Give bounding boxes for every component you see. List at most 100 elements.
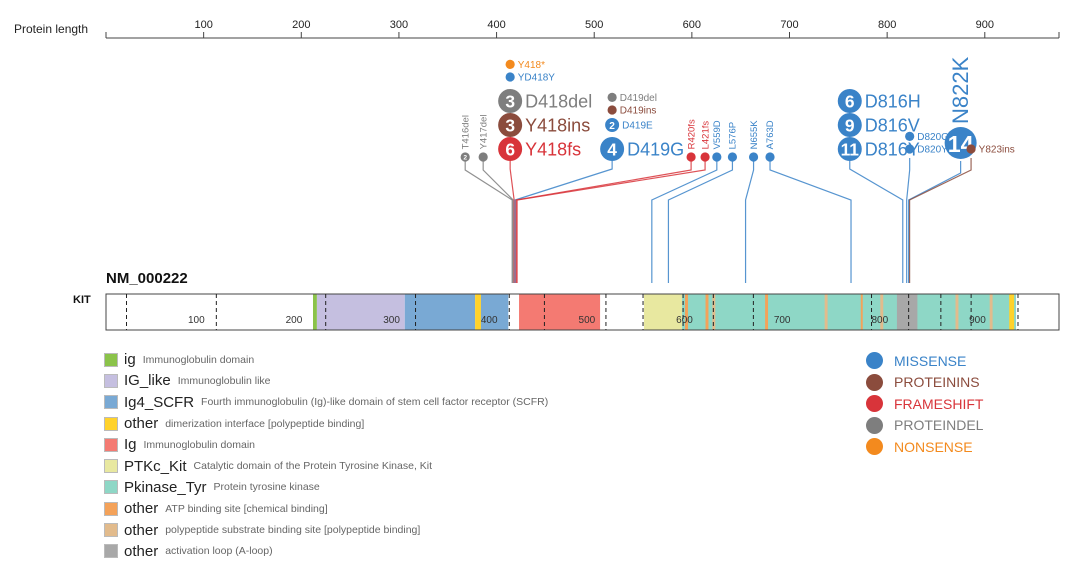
track-tick-label: 900 <box>969 315 986 326</box>
axis-tick-label: 900 <box>976 19 994 31</box>
mutation-circle <box>727 152 738 162</box>
axis-tick-label: 200 <box>292 19 310 31</box>
legend-row-pkinase-tyr: Pkinase_Tyr Protein tyrosine kinase <box>104 477 548 498</box>
domain-block <box>880 294 884 330</box>
legend-row-atp-binding: other ATP binding site [chemical binding… <box>104 498 548 519</box>
mutation-label: V559D <box>712 120 723 149</box>
legend-row-ig4-scfr: Ig4_SCFR Fourth immunoglobulin (Ig)-like… <box>104 392 548 413</box>
mutation-circle <box>607 92 617 102</box>
type-name: PROTEINDEL <box>894 417 984 434</box>
lollipop-connector <box>849 157 904 283</box>
domain-block <box>824 294 828 330</box>
mutation-count: 6 <box>505 140 515 160</box>
mutation-circle <box>905 144 915 154</box>
axis-tick-label: 700 <box>780 19 798 31</box>
lollipop-connector <box>769 158 852 283</box>
domain-block <box>644 294 683 330</box>
legend-row-ptkc-kit: PTKc_Kit Catalytic domain of the Protein… <box>104 455 548 476</box>
legend-desc: ATP binding site [chemical binding] <box>165 502 328 515</box>
legend-name: other <box>124 415 159 433</box>
mutation-circle <box>748 152 759 162</box>
legend-name: ig <box>124 351 136 369</box>
type-dot-icon <box>866 395 883 413</box>
legend-desc: polypeptide substrate binding site [poly… <box>165 524 421 537</box>
mutation-label: A763D <box>765 120 776 149</box>
mutation-label: T416del <box>460 115 471 149</box>
domain-block <box>860 294 863 330</box>
mutation-count: 2 <box>463 155 467 162</box>
axis-title: Protein length <box>14 22 88 36</box>
legend-name: IG_like <box>124 372 171 390</box>
mutation-circle <box>607 105 617 115</box>
legend-name: other <box>124 521 159 539</box>
domain-block <box>705 294 709 330</box>
legend-name: Ig4_SCFR <box>124 393 195 411</box>
lollipop-connector <box>906 158 911 283</box>
mutation-circle <box>505 59 515 69</box>
legend-swatch <box>104 395 118 410</box>
type-dot-icon <box>866 438 883 456</box>
legend-row-substrate-binding: other polypeptide substrate binding site… <box>104 519 548 540</box>
legend-name: Ig <box>124 436 137 454</box>
domain-block <box>480 294 509 330</box>
lollipop-chart: Protein length 100 200 300 400 500 600 700 800 90… <box>14 19 1060 331</box>
track-tick-label: 200 <box>286 315 303 326</box>
domain-block <box>316 294 405 330</box>
type-dot-icon <box>866 352 883 370</box>
axis-tick-label: 600 <box>683 19 701 31</box>
legend-swatch <box>104 501 118 516</box>
mutation-label: D419ins <box>620 106 657 117</box>
mutation-label: D820G <box>917 132 949 143</box>
type-name: FRAMESHIFT <box>894 395 984 412</box>
mutation-label: L576P <box>728 122 739 149</box>
mutation-label: D816Y <box>865 139 920 159</box>
lollipop-connector <box>516 158 706 283</box>
mutation-label: Y418ins <box>525 115 590 135</box>
lollipop-connector <box>908 161 962 283</box>
legend-name: PTKc_Kit <box>124 457 187 475</box>
mutation-circle <box>498 113 523 137</box>
mutation-label: Y418* <box>518 60 545 71</box>
mutation-label: D816H <box>865 91 921 111</box>
mutation-count: 3 <box>505 116 515 136</box>
mutation-circle <box>478 152 488 162</box>
domain-block <box>765 294 769 330</box>
type-dot-icon <box>866 373 883 391</box>
legend-swatch <box>104 373 118 388</box>
legend-swatch <box>104 352 118 367</box>
domain-block <box>955 294 959 330</box>
legend-swatch <box>104 523 118 538</box>
mutation-type-legend: MISSENSE PROTEININS FRAMESHIFT PROTEINDE… <box>866 350 983 458</box>
lollipop-connector <box>514 157 613 283</box>
mutation-circle <box>837 89 862 113</box>
mutation-circle <box>605 118 620 132</box>
track-tick-label: 300 <box>383 315 400 326</box>
mutation-circle <box>765 152 775 162</box>
legend-desc: Catalytic domain of the Protein Tyrosine… <box>193 460 433 473</box>
mutation-count: 4 <box>607 140 617 160</box>
type-row-missense: MISSENSE <box>866 350 983 372</box>
mutation-label: N655K <box>749 120 760 150</box>
legend-row-ig-domain: Ig Immunoglobulin domain <box>104 434 548 455</box>
legend-row-dimerization: other dimerization interface [polypeptid… <box>104 413 548 434</box>
axis-tick-label: 800 <box>878 19 896 31</box>
legend-desc: Immunoglobulin domain <box>142 353 255 366</box>
domain-block <box>313 294 317 330</box>
axis-tick-label: 300 <box>390 19 408 31</box>
legend-swatch <box>104 480 118 495</box>
mutation-circle <box>700 152 710 162</box>
legend-desc: Protein tyrosine kinase <box>213 481 320 494</box>
legend-desc: dimerization interface [polypeptide bind… <box>165 417 365 430</box>
transcript-label: NM_000222 <box>106 270 188 287</box>
lollipop-connector <box>667 158 734 283</box>
mutation-circle <box>686 152 696 162</box>
mutation-label: Y823ins <box>979 145 1015 156</box>
axis-tick-label: 400 <box>487 19 505 31</box>
lollipop-connector <box>515 158 692 283</box>
mutation-circle <box>837 113 862 137</box>
mutation-label: D816V <box>865 115 920 135</box>
track-tick-label: 800 <box>871 315 888 326</box>
mutation-label: R420fs <box>686 119 697 149</box>
legend-swatch <box>104 416 118 431</box>
mutation-label: Y417del <box>478 115 489 150</box>
